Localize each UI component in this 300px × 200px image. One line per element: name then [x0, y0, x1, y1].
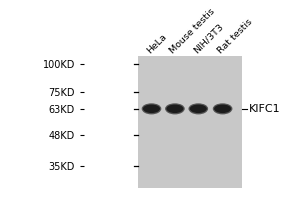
Ellipse shape	[142, 103, 161, 114]
Ellipse shape	[213, 103, 232, 114]
Ellipse shape	[214, 105, 231, 113]
Text: KIFC1: KIFC1	[249, 104, 280, 114]
Text: HeLa: HeLa	[145, 32, 169, 55]
Text: NIH/3T3: NIH/3T3	[192, 22, 225, 55]
Ellipse shape	[188, 103, 208, 114]
Ellipse shape	[165, 103, 185, 114]
Ellipse shape	[167, 105, 184, 113]
Text: Mouse testis: Mouse testis	[169, 6, 217, 55]
Ellipse shape	[190, 105, 207, 113]
Ellipse shape	[143, 105, 160, 113]
Bar	[138, 56, 242, 188]
Text: Rat testis: Rat testis	[216, 17, 254, 55]
